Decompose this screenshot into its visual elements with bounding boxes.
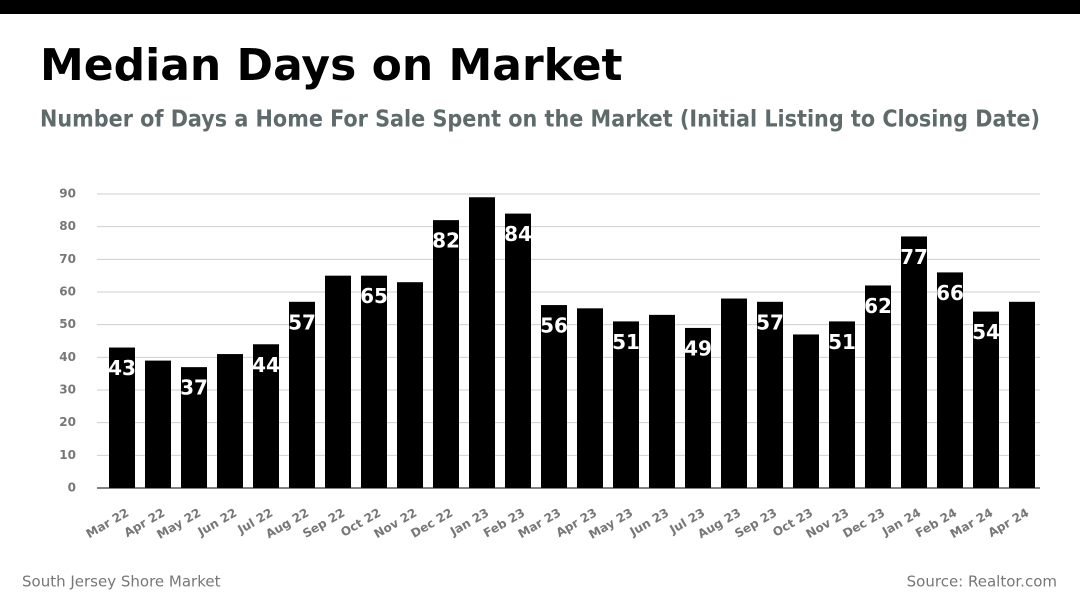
x-tick-label: Dec 23 <box>840 506 887 541</box>
bar <box>433 220 459 488</box>
bar <box>937 272 963 488</box>
chart-subtitle: Number of Days a Home For Sale Spent on … <box>40 107 1040 133</box>
bar <box>541 305 567 488</box>
y-tick-label: 80 <box>59 219 76 233</box>
x-tick-label: Apr 24 <box>986 506 1032 540</box>
x-tick-label: Dec 22 <box>408 506 455 541</box>
bar <box>721 298 747 488</box>
bar <box>901 236 927 488</box>
y-tick-label: 90 <box>59 187 76 201</box>
y-tick-label: 40 <box>59 350 76 364</box>
bar <box>145 360 171 488</box>
bar <box>865 285 891 488</box>
y-tick-label: 20 <box>59 415 76 429</box>
bar <box>757 301 783 488</box>
bar <box>973 311 999 488</box>
x-tick-label: Mar 22 <box>84 506 132 542</box>
data-label: 82 <box>432 229 460 253</box>
footer-left: South Jersey Shore Market <box>22 573 221 591</box>
bar <box>829 321 855 488</box>
bar <box>325 275 351 488</box>
x-tick-label: Jun 23 <box>627 506 672 540</box>
y-tick-label: 70 <box>59 252 76 266</box>
bar <box>361 275 387 488</box>
bar <box>397 282 423 488</box>
data-label: 43 <box>108 356 136 380</box>
bar <box>109 347 135 488</box>
y-tick-label: 0 <box>68 481 76 495</box>
bar <box>469 197 495 488</box>
bar <box>181 367 207 488</box>
data-label: 57 <box>756 310 784 334</box>
footer-right: Source: Realtor.com <box>907 573 1057 591</box>
data-label: 65 <box>360 284 388 308</box>
bar <box>253 344 279 488</box>
data-label: 66 <box>936 281 964 305</box>
y-tick-label: 50 <box>59 317 76 331</box>
y-tick-label: 10 <box>59 448 76 462</box>
data-label: 54 <box>972 320 1000 344</box>
bar <box>793 334 819 488</box>
bar <box>613 321 639 488</box>
data-label: 51 <box>828 330 856 354</box>
chart-title: Median Days on Market <box>40 40 623 91</box>
x-tick-label: Jun 22 <box>195 506 240 540</box>
data-label: 51 <box>612 330 640 354</box>
bar <box>1009 301 1035 488</box>
y-tick-label: 60 <box>59 285 76 299</box>
data-label: 77 <box>900 245 928 269</box>
bar <box>577 308 603 488</box>
data-label: 37 <box>180 376 208 400</box>
bar <box>685 327 711 488</box>
bar <box>505 213 531 488</box>
y-tick-label: 30 <box>59 383 76 397</box>
data-label: 57 <box>288 310 316 334</box>
data-label: 62 <box>864 294 892 318</box>
bar <box>217 354 243 488</box>
data-label: 49 <box>684 336 712 360</box>
data-label: 44 <box>252 353 280 377</box>
bar <box>289 301 315 488</box>
data-label: 56 <box>540 314 568 338</box>
top-band <box>0 0 1080 14</box>
data-label: 84 <box>504 222 532 246</box>
bar <box>649 314 675 488</box>
